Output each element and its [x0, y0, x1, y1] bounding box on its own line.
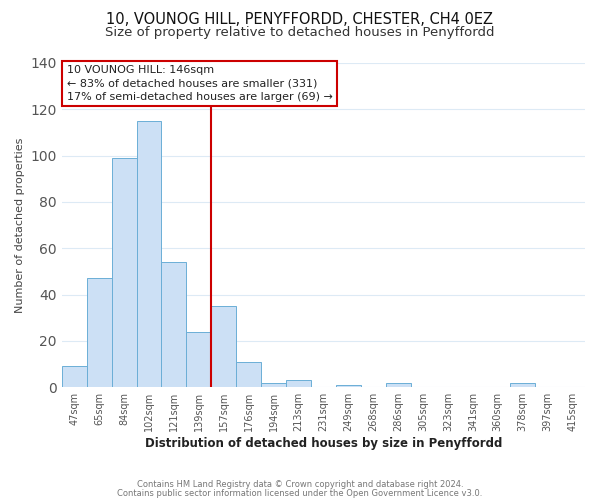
Bar: [261, 382, 286, 387]
Bar: [211, 306, 236, 387]
Bar: [336, 385, 361, 387]
Bar: [161, 262, 187, 387]
Text: 10 VOUNOG HILL: 146sqm
← 83% of detached houses are smaller (331)
17% of semi-de: 10 VOUNOG HILL: 146sqm ← 83% of detached…: [67, 66, 332, 102]
Bar: [87, 278, 112, 387]
Bar: [386, 382, 410, 387]
Text: 10, VOUNOG HILL, PENYFFORDD, CHESTER, CH4 0EZ: 10, VOUNOG HILL, PENYFFORDD, CHESTER, CH…: [107, 12, 493, 28]
Bar: [112, 158, 137, 387]
Text: Contains public sector information licensed under the Open Government Licence v3: Contains public sector information licen…: [118, 488, 482, 498]
X-axis label: Distribution of detached houses by size in Penyffordd: Distribution of detached houses by size …: [145, 437, 502, 450]
Y-axis label: Number of detached properties: Number of detached properties: [15, 138, 25, 313]
Bar: [286, 380, 311, 387]
Bar: [137, 121, 161, 387]
Bar: [510, 382, 535, 387]
Bar: [236, 362, 261, 387]
Bar: [187, 332, 211, 387]
Text: Size of property relative to detached houses in Penyffordd: Size of property relative to detached ho…: [105, 26, 495, 39]
Text: Contains HM Land Registry data © Crown copyright and database right 2024.: Contains HM Land Registry data © Crown c…: [137, 480, 463, 489]
Bar: [62, 366, 87, 387]
